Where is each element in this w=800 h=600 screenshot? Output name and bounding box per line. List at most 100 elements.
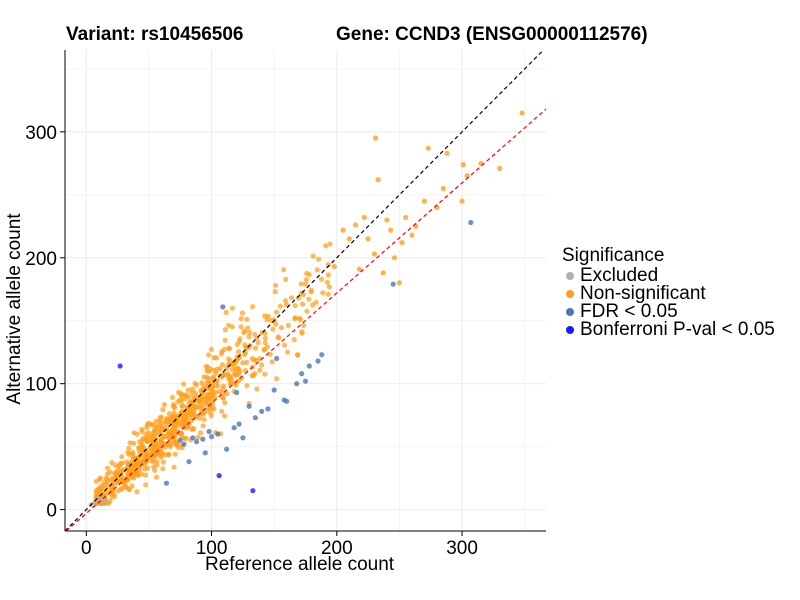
- point-non-significant: [425, 145, 431, 151]
- point-non-significant: [299, 329, 305, 335]
- legend-item: FDR < 0.05: [562, 301, 775, 322]
- point-non-significant: [110, 483, 116, 489]
- point-non-significant: [190, 408, 197, 415]
- point-fdr-0-05: [231, 425, 237, 431]
- point-non-significant: [138, 460, 144, 467]
- point-non-significant: [208, 413, 214, 419]
- point-non-significant: [459, 198, 465, 204]
- point-non-significant: [283, 276, 289, 282]
- point-non-significant: [119, 454, 125, 460]
- point-non-significant: [235, 371, 242, 377]
- point-non-significant: [365, 236, 371, 242]
- point-fdr-0-05: [306, 363, 312, 369]
- point-non-significant: [141, 454, 148, 460]
- point-non-significant: [205, 364, 211, 370]
- point-non-significant: [226, 346, 233, 352]
- point-non-significant: [179, 410, 185, 416]
- legend-label: FDR < 0.05: [580, 301, 678, 322]
- point-non-significant: [396, 280, 402, 286]
- point-non-significant: [219, 362, 226, 368]
- point-non-significant: [150, 438, 156, 445]
- point-non-significant: [175, 444, 181, 450]
- point-non-significant: [230, 305, 236, 311]
- point-fdr-0-05: [163, 480, 170, 486]
- reference-line-identity: [64, 49, 544, 532]
- point-non-significant: [136, 445, 142, 451]
- x-axis-label: Reference allele count: [205, 554, 395, 575]
- point-fdr-0-05: [468, 219, 474, 226]
- point-non-significant: [127, 440, 133, 446]
- point-non-significant: [175, 389, 182, 395]
- point-non-significant: [275, 334, 281, 340]
- point-fdr-0-05: [246, 403, 252, 409]
- legend-swatch: [566, 272, 574, 280]
- point-non-significant: [198, 401, 205, 407]
- point-non-significant: [246, 334, 252, 340]
- point-non-significant: [198, 430, 204, 436]
- legend: Significance Excluded Non-significant FDR …: [562, 245, 775, 339]
- legend-label: Bonferroni P-val < 0.05: [580, 319, 775, 340]
- point-non-significant: [235, 366, 241, 372]
- point-non-significant: [200, 423, 206, 429]
- point-non-significant: [132, 463, 138, 469]
- point-fdr-0-05: [236, 421, 242, 427]
- y-tick-label: 200: [25, 249, 57, 270]
- point-non-significant: [109, 475, 115, 481]
- point-non-significant: [152, 467, 158, 473]
- point-non-significant: [244, 359, 250, 365]
- point-fdr-0-05: [274, 355, 280, 362]
- point-non-significant: [222, 327, 228, 333]
- legend-swatch: [566, 326, 574, 334]
- point-non-significant: [220, 394, 226, 400]
- y-tick-label: 300: [25, 123, 57, 144]
- point-non-significant: [257, 367, 263, 373]
- point-bonferroni-p-val-0-05: [250, 488, 256, 494]
- legend-swatch: [566, 290, 574, 298]
- point-non-significant: [224, 391, 230, 397]
- point-non-significant: [325, 262, 331, 268]
- point-non-significant: [294, 352, 301, 358]
- point-non-significant: [131, 430, 137, 436]
- point-fdr-0-05: [177, 437, 183, 443]
- point-non-significant: [211, 406, 217, 412]
- y-tick-label: 0: [46, 501, 57, 522]
- point-fdr-0-05: [202, 450, 208, 456]
- point-non-significant: [172, 451, 178, 457]
- point-non-significant: [253, 357, 259, 364]
- legend-swatch: [566, 308, 574, 316]
- point-non-significant: [409, 232, 415, 238]
- point-non-significant: [153, 474, 160, 480]
- point-non-significant: [331, 264, 337, 270]
- point-non-significant: [169, 394, 176, 400]
- point-fdr-0-05: [240, 435, 246, 441]
- point-non-significant: [223, 309, 229, 315]
- point-fdr-0-05: [181, 441, 187, 447]
- point-non-significant: [310, 253, 316, 259]
- point-non-significant: [283, 298, 289, 304]
- point-non-significant: [236, 355, 242, 361]
- reference-lines: [64, 49, 547, 532]
- point-fdr-0-05: [186, 459, 192, 465]
- point-non-significant: [301, 322, 307, 329]
- point-non-significant: [213, 389, 219, 396]
- point-non-significant: [198, 389, 205, 395]
- point-non-significant: [247, 329, 253, 336]
- point-non-significant: [222, 400, 228, 406]
- point-non-significant: [103, 475, 109, 481]
- point-non-significant: [285, 322, 291, 328]
- legend-item: Non-significant: [562, 284, 775, 303]
- point-non-significant: [238, 324, 244, 330]
- legend-title: Significance: [562, 245, 665, 266]
- y-axis-label: Alternative allele count: [4, 213, 25, 405]
- point-non-significant: [209, 379, 215, 385]
- point-non-significant: [126, 445, 132, 451]
- point-non-significant: [273, 282, 279, 288]
- point-non-significant: [189, 390, 195, 396]
- point-non-significant: [166, 435, 172, 441]
- point-non-significant: [226, 322, 232, 328]
- point-non-significant: [403, 214, 409, 221]
- point-non-significant: [107, 498, 113, 504]
- point-non-significant: [160, 466, 166, 472]
- point-non-significant: [170, 403, 176, 409]
